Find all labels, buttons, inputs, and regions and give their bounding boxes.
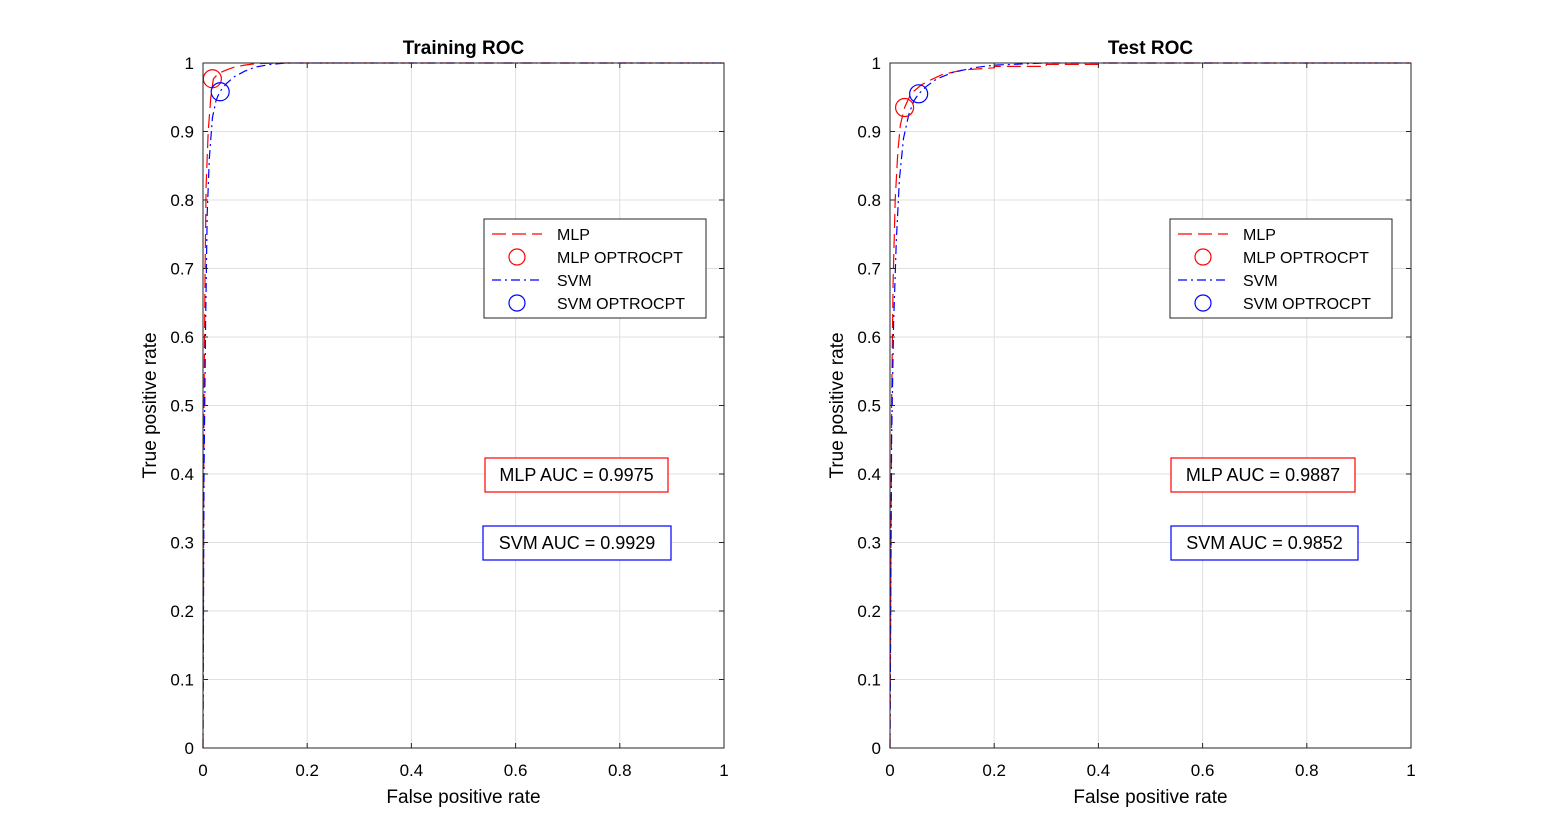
auc-label: MLP AUC = 0.9887 (1186, 465, 1340, 485)
y-tick-label: 0.7 (170, 260, 194, 279)
x-tick-label: 0.2 (295, 761, 319, 780)
x-tick-label: 0.8 (1295, 761, 1319, 780)
chart-panel-2: 0 0.2 0.4 0.6 0.8 1 0 0.1 0.2 0.3 0.4 0.5 0.6 0.7 0.8 0… (827, 38, 1416, 808)
x-tick-label: 0 (198, 761, 207, 780)
auc-box (484, 457, 669, 493)
series-line-mlp (889, 62, 1411, 749)
legend-marker-circle (1194, 248, 1212, 266)
y-tick-label: 0.6 (170, 328, 194, 347)
legend-label: SVM OPTROCPT (557, 296, 685, 313)
y-tick-label: 0.8 (857, 191, 881, 210)
series-line-svm (202, 62, 724, 749)
legend-marker-circle (508, 248, 526, 266)
auc-label: SVM AUC = 0.9852 (1186, 533, 1343, 553)
y-tick-label: 0.8 (170, 191, 194, 210)
legend-label: SVM OPTROCPT (1243, 296, 1371, 313)
auc-annotation: SVM AUC = 0.9852 (1170, 525, 1359, 561)
y-tick-label: 0.5 (170, 397, 194, 416)
legend-box (1169, 218, 1393, 319)
legend-label: SVM (1243, 273, 1278, 290)
y-tick-label: 0.4 (857, 465, 881, 484)
y-tick-label: 1 (872, 54, 881, 73)
y-tick-label: 0.1 (857, 671, 881, 690)
legend-marker-circle (1194, 294, 1212, 312)
chart-title: Test ROC (1108, 38, 1193, 59)
auc-annotation: MLP AUC = 0.9975 (484, 457, 669, 493)
svm-optrocpt-marker (909, 84, 929, 104)
auc-annotation: SVM AUC = 0.9929 (482, 525, 672, 561)
x-tick-label: 0.8 (608, 761, 632, 780)
y-axis-label: True positive rate (827, 332, 848, 478)
legend: MLP MLP OPTROCPT SVM SVM OPTROCPT (1169, 218, 1393, 319)
legend-box (483, 218, 707, 319)
auc-label: SVM AUC = 0.9929 (499, 533, 656, 553)
auc-box (1170, 457, 1356, 493)
x-axis-label: False positive rate (1073, 787, 1227, 808)
y-tick-label: 0 (185, 739, 194, 758)
x-tick-label: 0.4 (1087, 761, 1111, 780)
x-tick-label: 0.4 (400, 761, 424, 780)
y-tick-label: 1 (185, 54, 194, 73)
y-tick-label: 0.3 (857, 534, 881, 553)
x-tick-label: 0.6 (504, 761, 528, 780)
x-tick-label: 0.2 (982, 761, 1006, 780)
auc-annotation: MLP AUC = 0.9887 (1170, 457, 1356, 493)
auc-label: MLP AUC = 0.9975 (499, 465, 653, 485)
x-tick-label: 0.6 (1191, 761, 1215, 780)
mlp-optrocpt-marker (894, 97, 915, 118)
y-tick-label: 0 (872, 739, 881, 758)
auc-box (482, 525, 672, 561)
y-tick-label: 0.9 (857, 123, 881, 142)
x-axis-label: False positive rate (386, 787, 540, 808)
legend: MLP MLP OPTROCPT SVM SVM OPTROCPT (483, 218, 707, 319)
y-tick-label: 0.9 (170, 123, 194, 142)
svm-optrocpt-marker (210, 82, 230, 102)
y-tick-label: 0.6 (857, 328, 881, 347)
chart-title: Training ROC (403, 38, 525, 59)
y-tick-label: 0.2 (857, 602, 881, 621)
legend-label: SVM (557, 273, 592, 290)
x-tick-label: 0 (885, 761, 894, 780)
y-tick-label: 0.3 (170, 534, 194, 553)
y-tick-label: 0.1 (170, 671, 194, 690)
x-tick-label: 1 (719, 761, 728, 780)
legend-label: MLP (557, 227, 590, 244)
y-tick-label: 0.7 (857, 260, 881, 279)
x-tick-label: 1 (1406, 761, 1415, 780)
chart-panel-1: 0 0.2 0.4 0.6 0.8 1 0 0.1 0.2 0.3 0.4 0.5 0.6 0.7 0.8 0… (140, 38, 729, 808)
legend-label: MLP OPTROCPT (557, 250, 683, 267)
y-tick-label: 0.2 (170, 602, 194, 621)
y-tick-label: 0.5 (857, 397, 881, 416)
legend-label: MLP (1243, 227, 1276, 244)
legend-label: MLP OPTROCPT (1243, 250, 1369, 267)
legend-marker-circle (508, 294, 526, 312)
y-tick-label: 0.4 (170, 465, 194, 484)
y-axis-label: True positive rate (140, 332, 161, 478)
auc-box (1170, 525, 1359, 561)
